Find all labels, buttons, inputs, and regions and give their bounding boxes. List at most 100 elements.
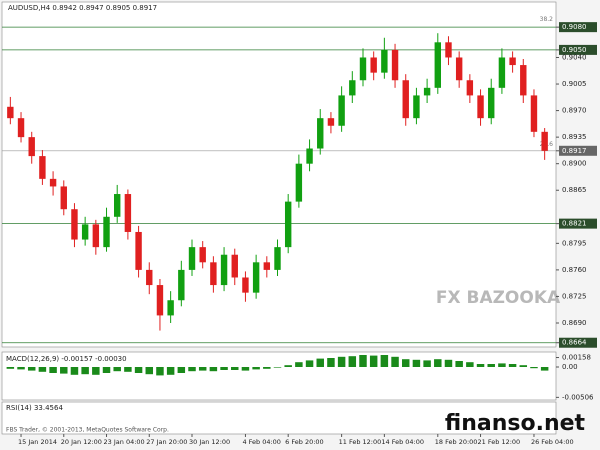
x-tick-label: 14 Feb 04:00 bbox=[381, 438, 424, 446]
candle-body bbox=[349, 80, 356, 96]
candle-body bbox=[295, 163, 303, 202]
macd-panel bbox=[1, 351, 557, 401]
candle-body bbox=[210, 262, 217, 286]
candle-body bbox=[402, 80, 409, 119]
price-panel bbox=[1, 1, 557, 348]
macd-bar bbox=[81, 367, 89, 375]
macd-bar bbox=[241, 367, 250, 371]
macd-bar bbox=[60, 367, 68, 374]
candle-body bbox=[199, 247, 206, 263]
y-tick-label: 0.8821 bbox=[562, 220, 587, 228]
macd-bar bbox=[540, 367, 549, 371]
y-tick-label: 0.8900 bbox=[562, 160, 587, 168]
x-tick-label: 30 Jan 12:00 bbox=[189, 438, 230, 446]
macd-bar bbox=[70, 367, 79, 375]
x-tick-label: 11 Feb 12:00 bbox=[339, 438, 382, 446]
candle-body bbox=[81, 224, 89, 240]
candle-body bbox=[263, 262, 271, 270]
candle-body bbox=[188, 247, 196, 270]
watermark: FX BAZOOKA bbox=[436, 288, 561, 308]
x-tick-label: 4 Feb 04:00 bbox=[242, 438, 281, 446]
macd-bar bbox=[476, 364, 485, 367]
candle-body bbox=[327, 118, 335, 126]
macd-bar bbox=[316, 358, 324, 367]
macd-bar bbox=[124, 367, 132, 372]
x-tick-label: 18 Feb 20:00 bbox=[435, 438, 478, 446]
x-tick-label: 6 Feb 20:00 bbox=[285, 438, 324, 446]
macd-bar bbox=[156, 367, 164, 376]
y-tick-label: 0.9050 bbox=[562, 46, 587, 54]
candle-body bbox=[146, 269, 153, 286]
macd-bar bbox=[348, 356, 357, 367]
candle-body bbox=[306, 148, 313, 164]
candle-body bbox=[391, 49, 399, 81]
macd-bar bbox=[508, 364, 517, 367]
candle-body bbox=[370, 57, 377, 73]
macd-bar bbox=[401, 359, 410, 367]
candle-body bbox=[434, 42, 441, 88]
macd-bar bbox=[305, 360, 314, 367]
macd-bar bbox=[466, 362, 474, 367]
macd-bar bbox=[49, 367, 57, 373]
macd-bar bbox=[273, 367, 282, 368]
macd-bar bbox=[113, 367, 121, 372]
x-tick-label: 23 Jan 04:00 bbox=[104, 438, 145, 446]
candle-body bbox=[423, 87, 431, 96]
candle-body bbox=[103, 216, 110, 248]
candle-body bbox=[135, 231, 142, 270]
macd-bar bbox=[369, 355, 378, 367]
candle-body bbox=[178, 269, 185, 301]
candle-body bbox=[488, 87, 495, 119]
macd-bar bbox=[519, 365, 528, 367]
macd-bar bbox=[188, 367, 196, 372]
y-tick-label: 0.8917 bbox=[562, 147, 587, 155]
candle-body bbox=[71, 209, 78, 240]
candle-body bbox=[220, 254, 228, 286]
macd-bar bbox=[498, 363, 506, 367]
candle-body bbox=[338, 95, 345, 126]
macd-bar bbox=[209, 367, 218, 372]
rsi-title: RSI(14) 33.4564 bbox=[6, 404, 63, 412]
macd-bar bbox=[423, 360, 431, 367]
macd-bar bbox=[177, 367, 186, 373]
candle-body bbox=[231, 254, 238, 278]
macd-bar bbox=[252, 367, 260, 370]
candle-body bbox=[509, 57, 516, 66]
candle-body bbox=[92, 224, 100, 248]
y-tick-label: 0.8690 bbox=[562, 319, 587, 327]
y-tick-highlight bbox=[559, 145, 597, 156]
y-tick-label: 0.8935 bbox=[562, 133, 587, 141]
watermark: finanso.net bbox=[445, 411, 586, 436]
macd-bar bbox=[444, 359, 453, 367]
candle-body bbox=[498, 57, 506, 88]
candle-body bbox=[60, 186, 67, 210]
macd-tick-label: 0.00158 bbox=[562, 354, 591, 362]
candle-body bbox=[359, 57, 367, 81]
macd-bar bbox=[220, 367, 228, 370]
candle-body bbox=[274, 247, 281, 270]
candle-body bbox=[541, 131, 548, 151]
macd-bar bbox=[327, 358, 335, 367]
y-tick-label: 0.8865 bbox=[562, 186, 587, 194]
x-tick-label: 15 Jan 2014 bbox=[18, 438, 57, 446]
macd-bar bbox=[487, 364, 495, 367]
macd-bar bbox=[6, 367, 15, 369]
candle-body bbox=[466, 80, 474, 96]
candle-body bbox=[413, 95, 420, 119]
chart-title: AUDUSD,H4 0.8942 0.8947 0.8905 0.8917 bbox=[8, 4, 157, 12]
candle-body bbox=[284, 201, 292, 248]
x-tick-label: 20 Jan 12:00 bbox=[61, 438, 102, 446]
y-tick-label: 0.8760 bbox=[562, 266, 587, 274]
macd-bar bbox=[284, 365, 292, 367]
fib-label: 38.2 bbox=[540, 16, 554, 23]
candle-body bbox=[252, 262, 260, 293]
macd-bar bbox=[166, 367, 175, 375]
x-tick-label: 21 Feb 12:00 bbox=[478, 438, 521, 446]
macd-bar bbox=[145, 367, 154, 375]
candle-body bbox=[7, 106, 14, 119]
y-tick-label: 0.8795 bbox=[562, 239, 587, 247]
x-tick-label: 27 Jan 20:00 bbox=[146, 438, 187, 446]
candle-body bbox=[445, 42, 452, 58]
x-tick-label: 26 Feb 04:00 bbox=[531, 438, 574, 446]
